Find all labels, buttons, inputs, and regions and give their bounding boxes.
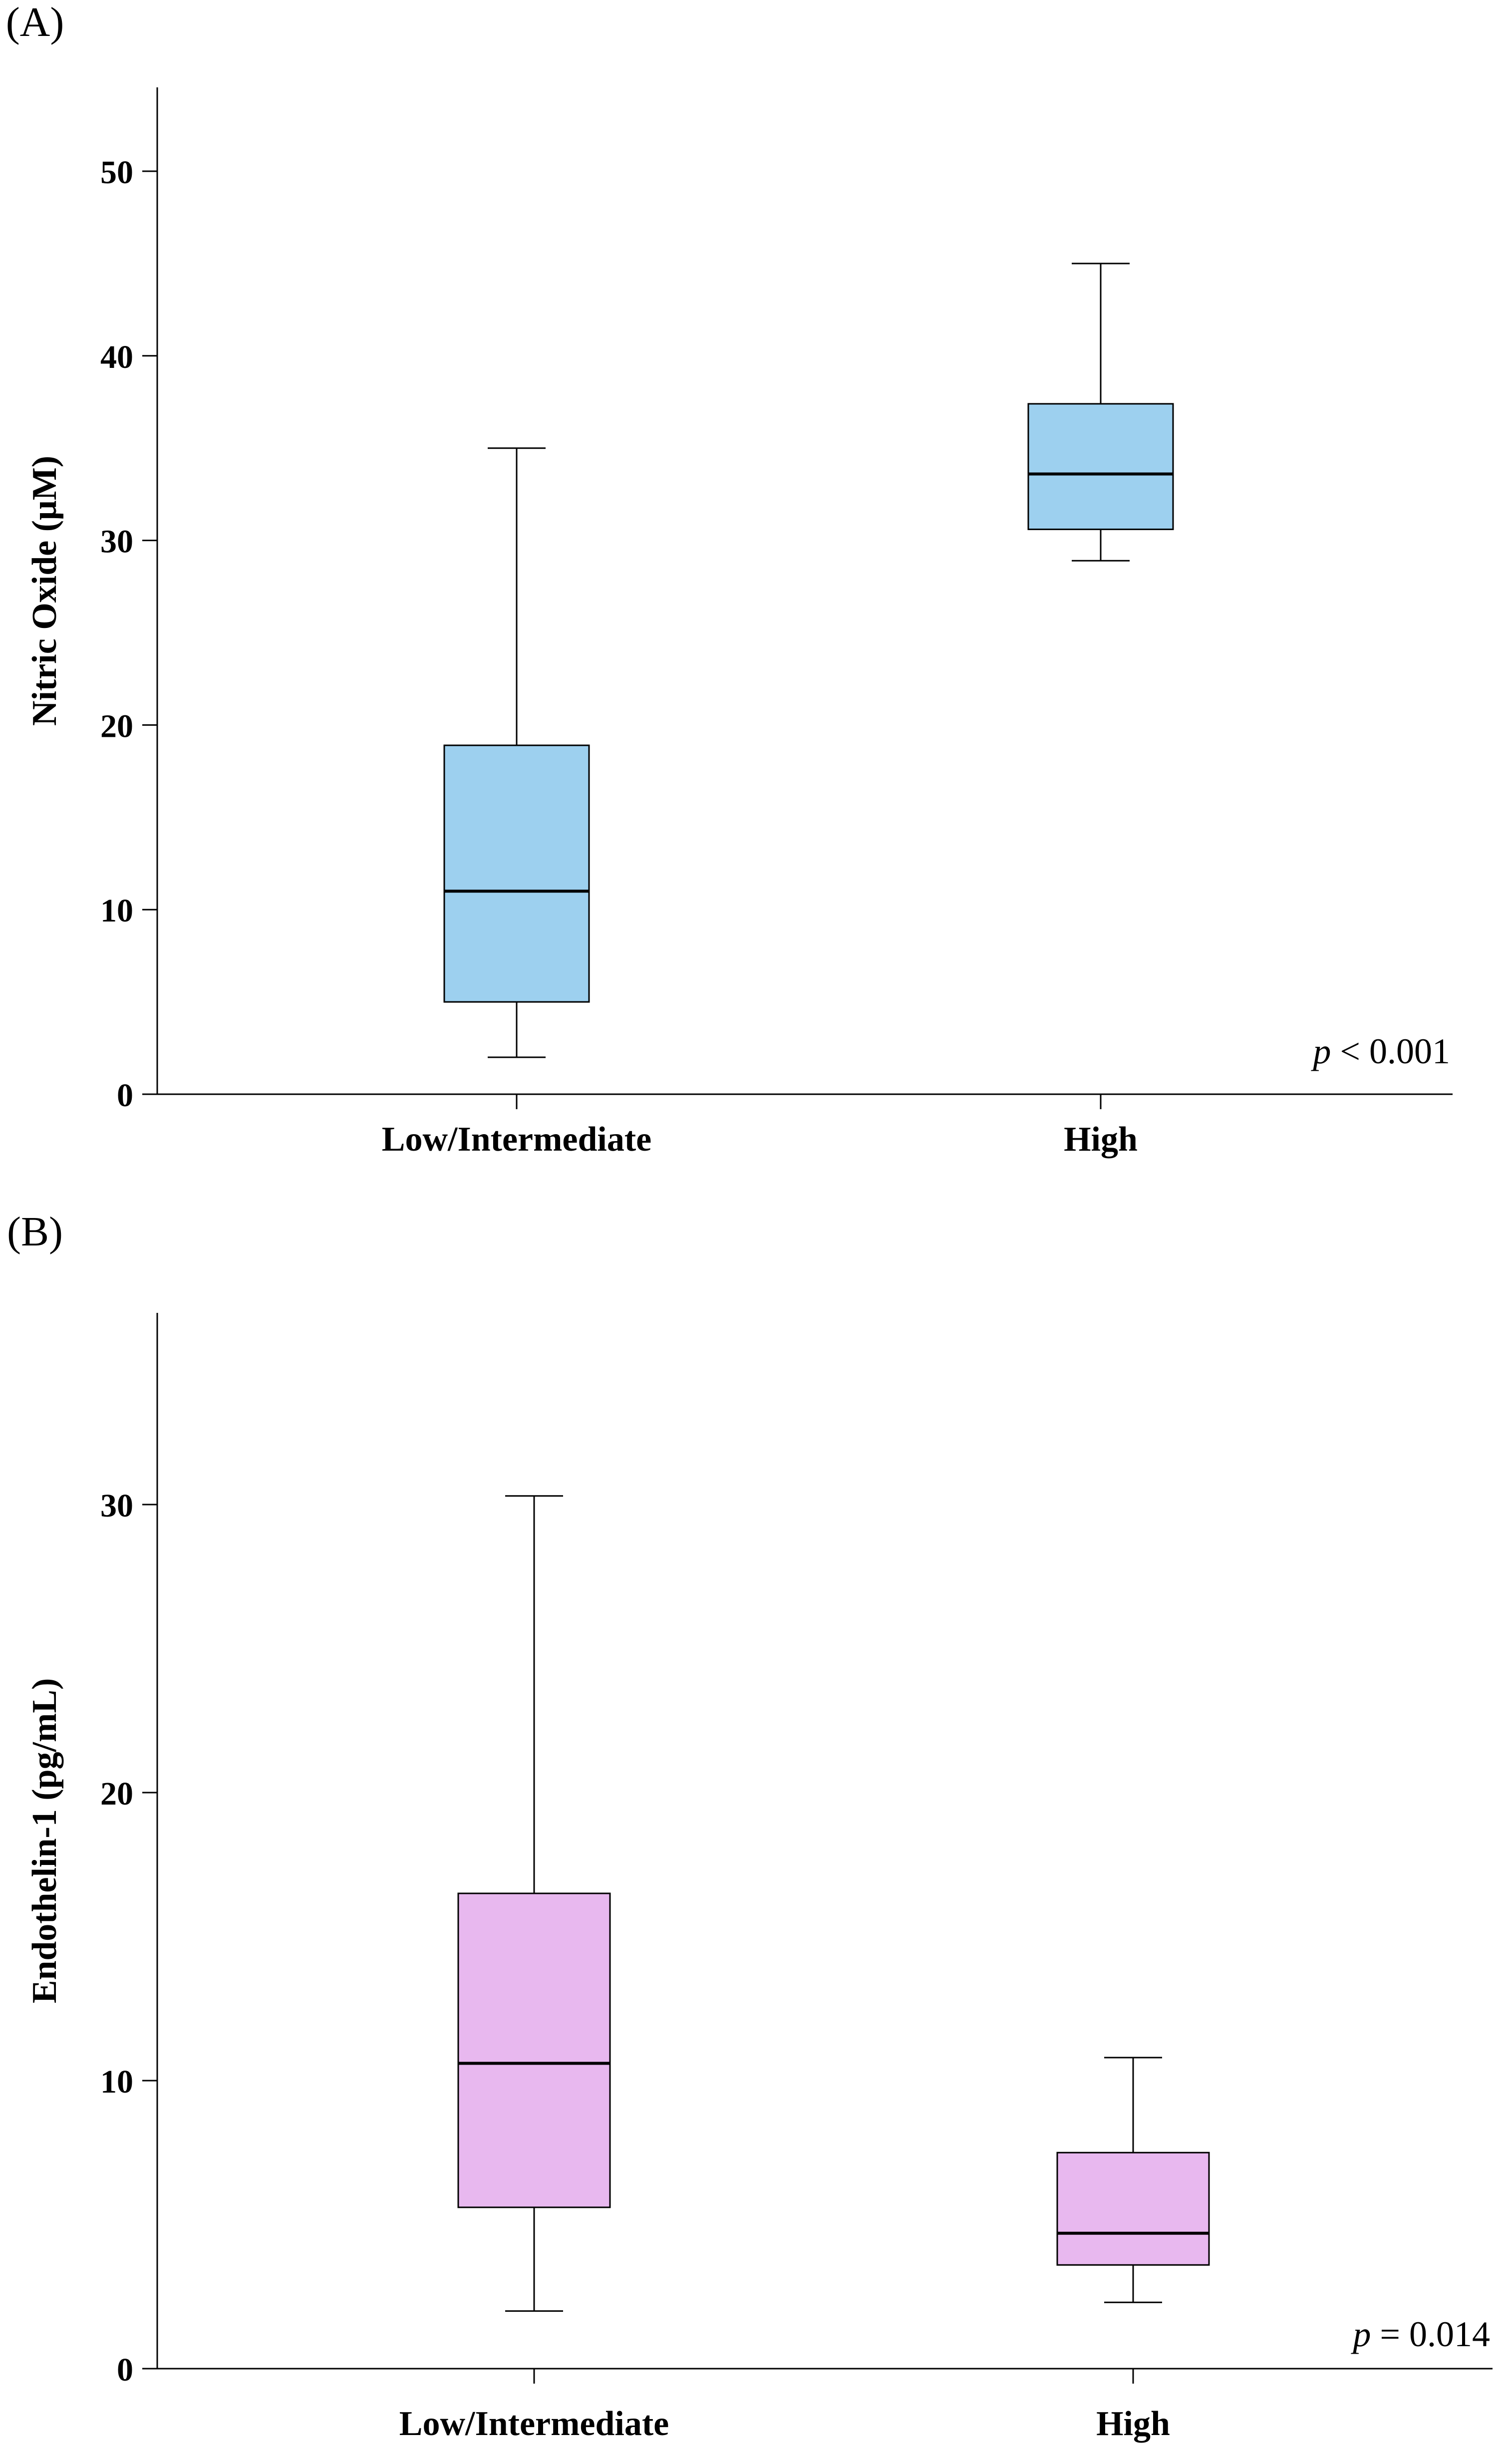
- panel-b-p-symbol: p: [1350, 2314, 1371, 2354]
- panel-b-y-axis-title: Endothelin-1 (pg/mL): [25, 1678, 64, 2004]
- iqr-box: [457, 1892, 611, 2208]
- panel-a-chart: (A) 0 10 20 30 40 50 Nitric Oxide (μM) Low/Inter…: [6, 0, 1453, 1159]
- panel-b-p-text: = 0.014: [1371, 2314, 1490, 2354]
- iqr-box: [1027, 403, 1174, 530]
- panel-a-box-high: [1027, 263, 1174, 562]
- panel-a-y-tick-label: 40: [100, 339, 133, 375]
- panel-a-y-tick-label: 0: [117, 1077, 133, 1114]
- iqr-box: [443, 744, 590, 1003]
- panel-b-chart: (B) 0 10 20 30 Endothelin-1 (pg/mL) Low/Interm…: [7, 1209, 1493, 2443]
- panel-b-y-tick-label: 10: [100, 2064, 133, 2100]
- panel-a-y-tick-label: 10: [100, 893, 133, 929]
- panel-b-label: (B): [7, 1209, 63, 1255]
- panel-a-y-tick-label: 20: [100, 708, 133, 744]
- panel-b-box-low-intermediate: [457, 1495, 611, 2312]
- panel-a-x-tick-label: Low/Intermediate: [382, 1120, 651, 1159]
- panel-a-box-low-intermediate: [443, 447, 590, 1058]
- panel-a-p-value: p < 0.001: [1310, 1031, 1450, 1071]
- panel-b-x-tick-label: High: [1096, 2405, 1170, 2443]
- panel-a-p-symbol: p: [1310, 1031, 1331, 1071]
- panel-a-label: (A): [6, 0, 64, 45]
- panel-b-box-high: [1056, 2057, 1210, 2303]
- panel-a-y-tick-label: 50: [100, 154, 133, 191]
- panel-b-y-tick-label: 30: [100, 1488, 133, 1524]
- panel-b-y-tick-label: 20: [100, 1776, 133, 1812]
- panel-b-x-tick-label: Low/Intermediate: [399, 2405, 669, 2443]
- panel-b-p-value: p = 0.014: [1350, 2314, 1490, 2354]
- panel-a-p-text: < 0.001: [1331, 1031, 1450, 1071]
- panel-a-x-tick-label: High: [1064, 1120, 1138, 1159]
- panel-a-y-tick-label: 30: [100, 524, 133, 560]
- panel-b-y-tick-label: 0: [117, 2352, 133, 2388]
- panel-a-y-axis-title: Nitric Oxide (μM): [25, 456, 64, 726]
- iqr-box: [1056, 2151, 1210, 2266]
